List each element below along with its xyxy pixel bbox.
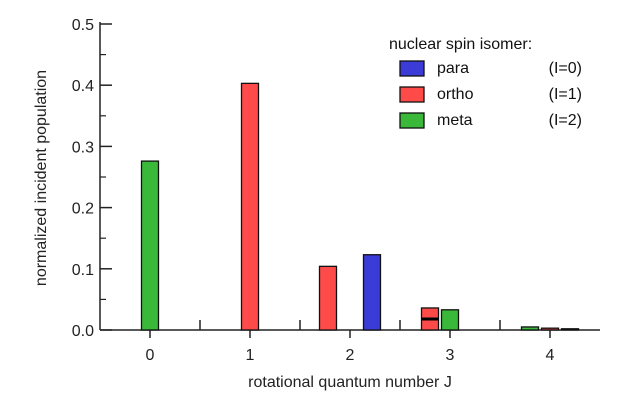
y-tick-label: 0.5 [72,17,94,34]
y-axis-title: normalized incident population [33,70,50,286]
bar-ortho-J2 [318,265,338,331]
legend-swatch-ortho [399,86,425,103]
y-tick-label: 0.0 [72,323,94,340]
y-tick-label: 0.2 [72,201,94,218]
legend-spin-ortho: (I=1) [549,86,582,103]
legend-swatch-para [399,60,425,77]
bar-meta-J4 [520,326,540,331]
legend-label-para: para [437,60,469,77]
y-tick-label: 0.4 [72,78,94,95]
y-tick-label: 0.1 [72,262,94,279]
bar-para-J2 [362,254,382,331]
bar-para-J4 [560,328,580,331]
bar-ortho-J4 [540,327,560,331]
x-axis-title: rotational quantum number J [248,374,452,391]
legend-label-ortho: ortho [437,86,474,103]
axes [99,22,600,338]
y-tick-label: 0.3 [72,139,94,156]
bar-meta-J0 [140,160,160,331]
x-tick-label: 0 [146,347,155,364]
bar-ortho-J1 [240,82,260,331]
legend-spin-meta: (I=2) [549,112,582,129]
x-tick-label: 2 [346,347,355,364]
bars [140,82,580,331]
legend-spin-para: (I=0) [549,60,582,77]
x-tick-label: 4 [546,347,555,364]
legend-title: nuclear spin isomer: [389,36,532,53]
bar-meta-J3 [440,309,460,331]
x-tick-label: 1 [246,347,255,364]
x-tick-label: 3 [446,347,455,364]
legend-label-meta: meta [437,112,473,129]
tick-labels: 0.0 0.1 0.2 0.3 0.4 0.5 0 1 2 3 4 [72,17,555,364]
legend: nuclear spin isomer: para (I=0) ortho (I=1)… [389,36,582,129]
legend-swatch-meta [399,112,425,129]
